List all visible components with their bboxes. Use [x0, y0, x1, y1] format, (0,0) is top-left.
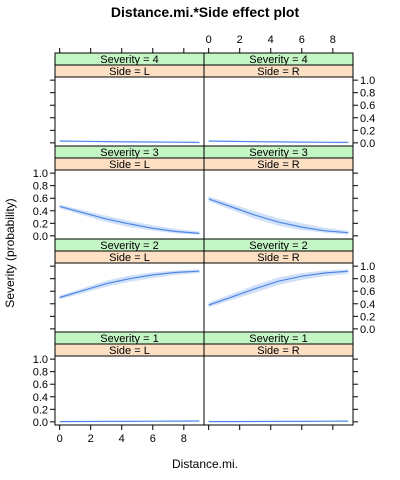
confidence-band [208, 269, 349, 308]
strip-severity-label: Severity = 2 [249, 240, 307, 252]
strip-side-label: Side = R [257, 66, 300, 78]
y-tick-label: 1.0 [360, 75, 375, 87]
series-line [59, 205, 200, 234]
x-tick-label: 0 [206, 34, 212, 46]
y-tick-label: 0.6 [33, 193, 48, 205]
x-tick-label: 0 [57, 433, 63, 445]
strip-severity-label: Severity = 3 [100, 147, 158, 159]
y-tick-label: 0.2 [360, 311, 375, 323]
y-tick-label: 0.4 [33, 206, 48, 218]
series-line [59, 270, 200, 299]
x-tick-label: 8 [181, 433, 187, 445]
y-tick-label: 0.8 [33, 367, 48, 379]
chart-title: Distance.mi.*Side effect plot [111, 4, 300, 20]
confidence-band [59, 269, 200, 300]
y-tick-label: 0.0 [360, 138, 375, 150]
strip-side-label: Side = R [257, 345, 300, 357]
series-line [208, 140, 349, 143]
panel-frame [54, 76, 205, 147]
series-line [59, 140, 200, 143]
y-tick-label: 0.0 [360, 324, 375, 336]
y-tick-label: 0.0 [33, 417, 48, 429]
y-tick-label: 0.2 [33, 404, 48, 416]
series-line [59, 420, 200, 423]
y-tick-label: 0.6 [360, 286, 375, 298]
strip-severity-label: Severity = 4 [249, 54, 307, 66]
series-line [208, 420, 349, 423]
y-tick-label: 0.8 [360, 274, 375, 286]
y-tick-label: 0.4 [360, 299, 375, 311]
x-tick-label: 2 [88, 433, 94, 445]
y-tick-label: 1.0 [360, 261, 375, 273]
y-tick-label: 0.8 [360, 88, 375, 100]
strip-severity-label: Severity = 1 [249, 333, 307, 345]
y-tick-label: 0.0 [33, 231, 48, 243]
panel-frame [54, 169, 205, 240]
strip-side-label: Side = L [109, 159, 150, 171]
strip-side-label: Side = R [257, 159, 300, 171]
strip-severity-label: Severity = 1 [100, 333, 158, 345]
x-tick-label: 6 [150, 433, 156, 445]
y-tick-label: 0.6 [33, 379, 48, 391]
y-tick-label: 0.6 [360, 100, 375, 112]
x-tick-label: 6 [299, 34, 305, 46]
series-line [208, 198, 349, 234]
strip-side-label: Side = L [109, 252, 150, 264]
y-tick-label: 0.8 [33, 181, 48, 193]
x-tick-label: 4 [268, 34, 274, 46]
strip-side-label: Side = R [257, 252, 300, 264]
strip-side-label: Side = L [109, 345, 150, 357]
y-tick-label: 0.4 [360, 113, 375, 125]
y-tick-label: 1.0 [33, 168, 48, 180]
y-tick-label: 0.2 [360, 125, 375, 137]
panel-frame [54, 355, 205, 426]
series-line [208, 270, 349, 306]
panel-frame [203, 355, 354, 426]
panel-frame [203, 76, 354, 147]
y-tick-label: 0.4 [33, 392, 48, 404]
x-tick-label: 2 [237, 34, 243, 46]
y-tick-label: 0.2 [33, 218, 48, 230]
strip-side-label: Side = L [109, 66, 150, 78]
x-axis-label: Distance.mi. [172, 457, 238, 471]
confidence-band [59, 204, 200, 235]
confidence-band [208, 196, 349, 235]
strip-severity-label: Severity = 3 [249, 147, 307, 159]
strip-severity-label: Severity = 4 [100, 54, 158, 66]
y-tick-label: 1.0 [33, 354, 48, 366]
x-tick-label: 4 [119, 433, 125, 445]
strip-severity-label: Severity = 2 [100, 240, 158, 252]
y-axis-label: Severity (probability) [3, 198, 17, 307]
x-tick-label: 8 [330, 34, 336, 46]
